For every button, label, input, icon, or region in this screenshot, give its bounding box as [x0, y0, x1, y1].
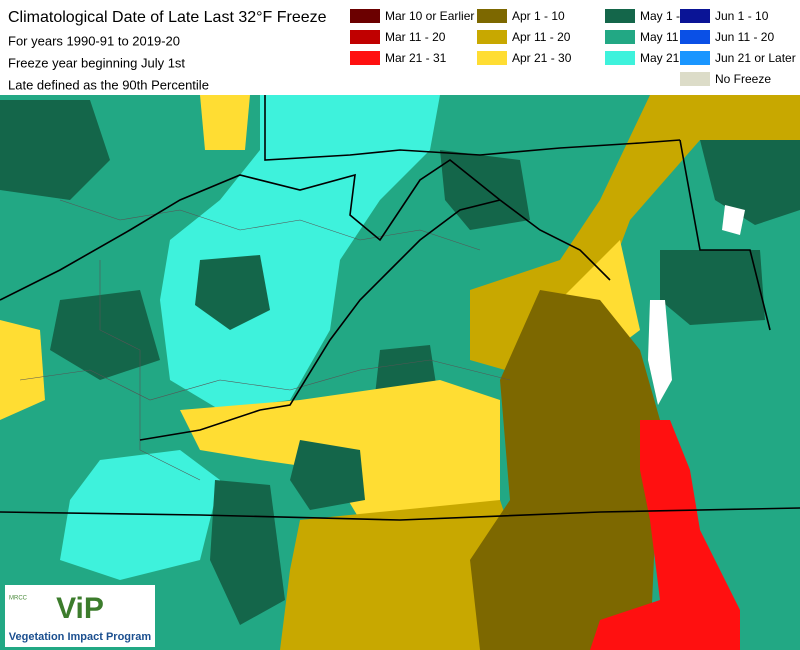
legend-swatch: [350, 51, 380, 65]
legend-label: Jun 11 - 20: [715, 30, 774, 44]
legend-swatch: [477, 51, 507, 65]
zone: [200, 95, 250, 150]
zone: [0, 320, 45, 420]
legend-label: Apr 11 - 20: [512, 30, 571, 44]
subtitle: For years 1990-91 to 2019-20: [8, 33, 180, 48]
legend-swatch: [477, 30, 507, 44]
legend-label: Apr 1 - 10: [512, 9, 565, 23]
state-border: [264, 95, 681, 161]
zone: [470, 290, 660, 650]
map: [0, 95, 800, 650]
title: Climatological Date of Late Last 32°F Fr…: [8, 9, 327, 26]
county-lines: [99, 260, 201, 481]
subtitle: Freeze year beginning July 1st: [8, 55, 185, 70]
zone: [60, 450, 220, 580]
header-bg: [0, 0, 800, 95]
legend-label: Jun 1 - 10: [715, 9, 769, 23]
legend-label: Apr 21 - 30: [512, 51, 572, 65]
legend-label: Mar 10 or Earlier: [385, 9, 474, 23]
zone: [0, 100, 110, 200]
legend-swatch: [477, 9, 507, 23]
legend-label: Jun 21 or Later: [715, 51, 796, 65]
legend-swatch: [350, 9, 380, 23]
logo-box: [5, 585, 155, 647]
zone: [700, 140, 800, 225]
state-border: [679, 139, 771, 331]
state-border: [0, 159, 611, 301]
county-lines: [19, 359, 511, 401]
legend-swatch: [350, 30, 380, 44]
zone: [160, 95, 440, 410]
legend: Mar 10 or Earlier Mar 11 - 20 Mar 21 - 31 A…: [350, 9, 796, 86]
water: [648, 300, 672, 405]
legend-swatch: [605, 9, 635, 23]
legend-swatch: [605, 51, 635, 65]
legend-swatch: [680, 72, 710, 86]
county-lines: [59, 199, 481, 251]
logo-org: MRCC: [9, 596, 28, 602]
legend-swatch: [680, 9, 710, 23]
legend-swatch: [680, 51, 710, 65]
subtitle: Late defined as the 90th Percentile: [8, 77, 209, 92]
zone: [195, 255, 270, 330]
state-border: [139, 199, 501, 441]
legend-label: No Freeze: [715, 72, 771, 86]
zone: [50, 290, 160, 380]
state-border: [0, 507, 800, 521]
logo-name: Vegetation Impact Program: [9, 631, 152, 643]
legend-swatch: [605, 30, 635, 44]
legend-label: Mar 11 - 20: [385, 30, 446, 44]
zone: [590, 420, 740, 650]
zone: [290, 440, 365, 510]
legend-label: Mar 21 - 31: [385, 51, 447, 65]
water: [722, 205, 745, 235]
zone: [280, 500, 520, 650]
legend-swatch: [680, 30, 710, 44]
logo-mark: ViP: [56, 592, 104, 625]
zone: [660, 250, 765, 325]
